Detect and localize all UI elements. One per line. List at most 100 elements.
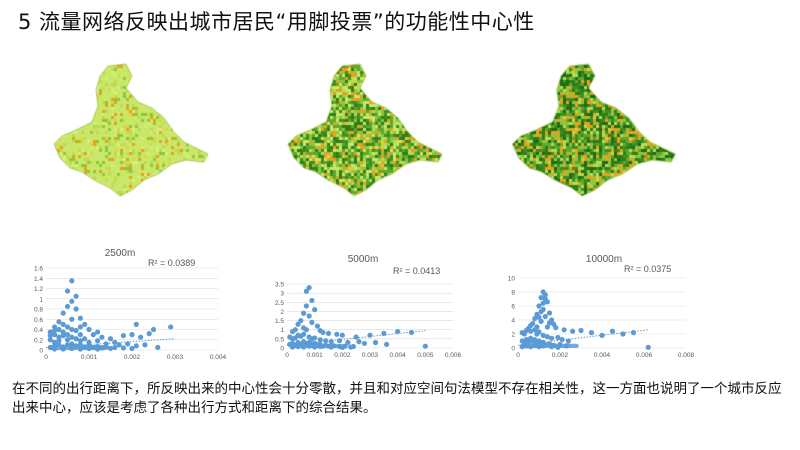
data-point xyxy=(578,327,584,334)
x-tick-label: 0 xyxy=(516,352,520,359)
data-point xyxy=(77,315,83,321)
data-point xyxy=(52,332,58,338)
data-point xyxy=(630,330,637,336)
scatter-chart-2500m: 0 0.2 0.4 0.6 0.8 1 1.2 1.4 1.6 0 0.001 0.002 0.003 0… xyxy=(16,240,246,365)
data-point xyxy=(588,330,595,336)
data-point xyxy=(69,334,75,340)
y-tick-label: 1.4 xyxy=(34,276,43,283)
y-tick-label: 1.6 xyxy=(34,266,43,273)
map-10000m xyxy=(506,62,686,202)
data-point xyxy=(52,339,58,345)
caption-text: 在不同的出行距离下，所反映出来的中心性会十分零散，并且和对应空间句法模型不存在相… xyxy=(12,381,782,416)
data-point xyxy=(301,331,307,337)
data-point xyxy=(107,336,114,342)
y-tick-label: 0 xyxy=(511,346,515,353)
data-point xyxy=(570,328,576,334)
data-point xyxy=(306,313,312,319)
x-tick-label: 0 xyxy=(285,352,289,359)
data-point xyxy=(129,332,135,338)
y-tick-label: 1 xyxy=(39,296,43,303)
data-point xyxy=(317,337,323,343)
data-point xyxy=(544,334,550,340)
data-point xyxy=(82,321,88,327)
data-point xyxy=(334,331,340,337)
x-tick-label: 0.002 xyxy=(334,352,351,359)
data-point xyxy=(138,334,144,340)
data-point xyxy=(125,341,131,347)
data-point xyxy=(536,314,542,320)
data-point xyxy=(150,326,157,333)
data-point xyxy=(133,343,139,349)
r-squared-label: R² = 0.0375 xyxy=(624,264,671,274)
y-tick-label: 8 xyxy=(511,290,515,297)
r-squared-label: R² = 0.0413 xyxy=(393,266,440,276)
data-point xyxy=(60,329,66,335)
data-point xyxy=(534,324,540,330)
map-2500m xyxy=(48,62,218,202)
data-point xyxy=(532,316,538,322)
map-5000m xyxy=(282,62,452,202)
data-point xyxy=(73,336,79,342)
data-point xyxy=(353,334,359,340)
data-point xyxy=(73,327,79,334)
data-point xyxy=(309,319,315,325)
data-point xyxy=(60,321,66,327)
dense-point-cluster xyxy=(48,345,109,350)
data-point xyxy=(408,329,415,336)
data-point xyxy=(350,343,356,350)
data-point xyxy=(56,326,62,333)
data-point xyxy=(538,309,544,315)
dense-point-cluster xyxy=(289,344,348,348)
data-point xyxy=(107,345,114,352)
data-point xyxy=(60,333,66,339)
data-point xyxy=(56,334,62,340)
data-point xyxy=(77,338,83,344)
data-point xyxy=(52,324,58,330)
data-point xyxy=(609,328,616,334)
trendline xyxy=(45,338,176,348)
data-point xyxy=(69,278,75,284)
data-point xyxy=(69,326,75,333)
data-point xyxy=(90,332,96,338)
data-point xyxy=(86,326,92,333)
data-point xyxy=(298,317,304,324)
y-tick-label: 3 xyxy=(280,291,284,298)
data-point xyxy=(323,338,329,344)
data-point xyxy=(116,342,122,348)
dense-point-cluster xyxy=(520,343,579,348)
x-tick-label: 0.006 xyxy=(636,352,653,359)
y-tick-label: 2 xyxy=(280,309,284,316)
y-tick-label: 1.5 xyxy=(275,318,284,325)
slide-title: 5 流量网络反映出城市居民“用脚投票”的功能性中心性 xyxy=(18,10,535,34)
data-point xyxy=(95,329,101,335)
data-point xyxy=(561,327,567,333)
scatter-chart-5000m: 0 0.5 1 1.5 2 2.5 3 3.5 0 0.001 0.002 0.003 0.004 0.0… xyxy=(263,248,463,363)
y-tick-label: 2 xyxy=(511,332,515,339)
data-point xyxy=(345,339,351,346)
data-point xyxy=(64,303,71,310)
y-tick-label: 4 xyxy=(511,318,515,325)
r-squared-label: R² = 0.0389 xyxy=(148,258,195,268)
data-point xyxy=(542,296,548,302)
data-point xyxy=(546,320,553,326)
data-point xyxy=(303,327,309,333)
data-point xyxy=(306,285,312,291)
x-tick-label: 0.003 xyxy=(362,352,379,359)
y-tick-label: 0.4 xyxy=(34,327,43,334)
data-point xyxy=(56,338,62,344)
data-point xyxy=(314,323,321,329)
data-point xyxy=(361,340,368,347)
data-point xyxy=(339,332,345,338)
data-point xyxy=(142,342,148,348)
data-point xyxy=(384,341,390,347)
data-point xyxy=(99,334,105,340)
y-tick-label: 0.8 xyxy=(34,307,43,314)
data-point xyxy=(538,318,544,324)
data-point xyxy=(129,345,135,352)
data-point xyxy=(112,344,118,351)
data-point xyxy=(289,328,296,335)
x-tick-label: 0.004 xyxy=(594,352,611,359)
y-tick-label: 1 xyxy=(280,327,284,334)
x-tick-label: 0.004 xyxy=(210,354,227,361)
data-point xyxy=(536,329,542,335)
